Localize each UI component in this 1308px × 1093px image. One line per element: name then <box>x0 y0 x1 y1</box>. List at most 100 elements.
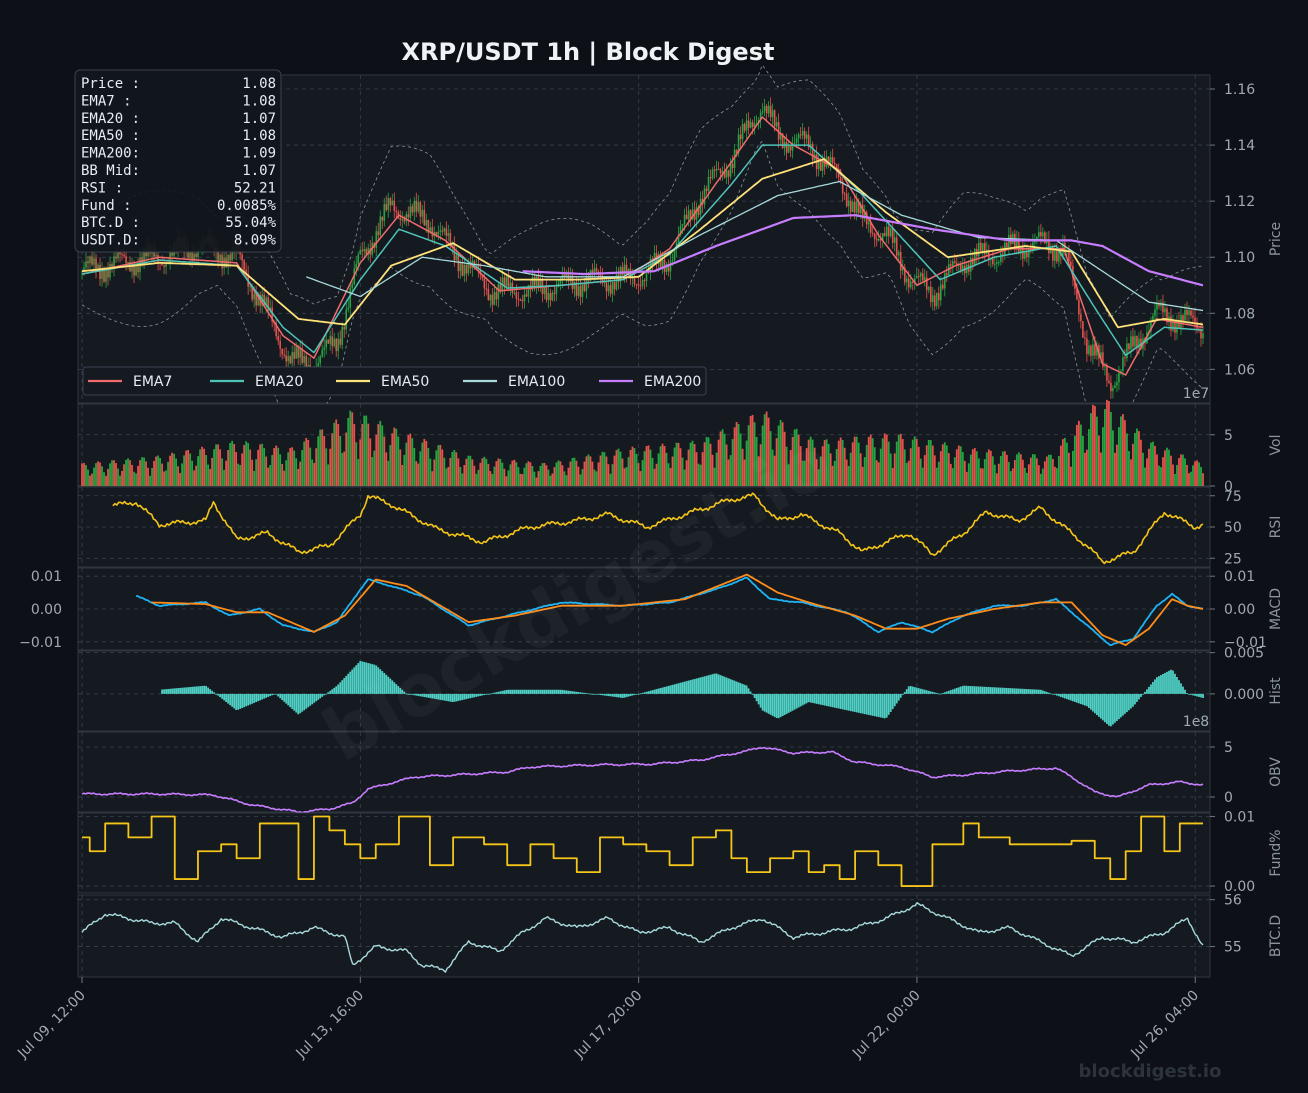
histogram-bar <box>301 693 304 712</box>
candle-body <box>1024 250 1026 259</box>
histogram-bar <box>1037 689 1040 694</box>
volume-bar <box>1005 454 1008 486</box>
histogram-bar <box>179 687 181 694</box>
x-tick-label: Jul 26, 04:00 <box>1128 988 1203 1063</box>
volume-bar <box>315 448 318 486</box>
histogram-bar <box>973 686 976 694</box>
histogram-bar <box>433 693 436 699</box>
histogram-bar <box>385 674 388 694</box>
candle-body <box>1102 352 1104 368</box>
candle-body <box>799 134 802 136</box>
histogram-bar <box>349 671 352 694</box>
volume-bar <box>1102 427 1104 486</box>
histogram-bar <box>493 692 496 694</box>
volume-bar <box>411 438 414 486</box>
histogram-bar <box>487 693 490 695</box>
candle-body <box>483 278 486 289</box>
volume-bar <box>467 455 470 486</box>
volume-bar <box>345 432 348 486</box>
volume-bar <box>627 457 630 486</box>
volume-bar <box>1180 454 1182 486</box>
histogram-bar <box>1007 688 1010 694</box>
y-tick-label: 0 <box>1224 790 1233 806</box>
volume-bar <box>249 449 252 486</box>
histogram-bar <box>745 685 748 694</box>
volume-bar <box>733 427 736 486</box>
volume-bar <box>357 459 360 486</box>
volume-bar <box>771 449 774 486</box>
candle-body <box>143 248 145 264</box>
volume-bar <box>739 433 742 486</box>
volume-bar <box>1110 411 1112 486</box>
volume-bar <box>893 453 896 486</box>
histogram-bar <box>233 693 236 709</box>
histogram-bar <box>251 693 254 704</box>
y-tick-label: 5 <box>1224 740 1233 756</box>
volume-bar <box>945 445 948 486</box>
histogram-bar <box>661 687 664 694</box>
volume-bar <box>447 466 450 486</box>
histogram-bar <box>1039 689 1042 694</box>
volume-bar <box>957 445 960 486</box>
volume-bar <box>169 455 171 486</box>
volume-bar <box>1118 427 1120 486</box>
volume-bar <box>831 465 834 486</box>
volume-bar <box>1069 466 1072 486</box>
volume-bar <box>571 458 574 486</box>
histogram-bar <box>781 693 784 717</box>
volume-bar <box>1154 445 1156 486</box>
y-tick-label: 55 <box>1224 940 1242 956</box>
candle-body <box>1176 320 1178 333</box>
candle-body <box>197 250 199 257</box>
candle-body <box>317 363 320 367</box>
volume-bar <box>153 460 155 486</box>
volume-bar <box>675 442 678 486</box>
volume-bar <box>1049 454 1052 486</box>
volume-bar <box>209 468 212 486</box>
histogram-bar <box>199 686 202 694</box>
histogram-bar <box>413 693 416 696</box>
volume-bar <box>635 453 638 486</box>
candle-body <box>603 282 606 284</box>
candle-body <box>933 295 936 307</box>
histogram-bar <box>687 680 690 694</box>
histogram-bar <box>871 693 874 716</box>
volume-bar <box>197 456 200 486</box>
candle-body <box>251 286 253 300</box>
histogram-bar <box>329 690 332 694</box>
volume-bar <box>1108 401 1110 486</box>
bollinger-lower <box>81 140 1204 450</box>
candle-body <box>935 293 938 307</box>
volume-bar <box>461 473 464 486</box>
volume-bar <box>505 476 508 486</box>
volume-bar <box>225 460 228 486</box>
volume-bar <box>1096 416 1098 486</box>
volume-bar <box>829 453 832 486</box>
candle-body <box>93 258 95 265</box>
volume-bar <box>847 465 850 486</box>
volume-bar <box>347 417 350 486</box>
histogram-bar <box>389 678 392 694</box>
volume-bar <box>517 467 520 486</box>
histogram-bar <box>1148 686 1150 694</box>
volume-bar <box>811 439 814 486</box>
candle-body <box>713 169 716 171</box>
volume-bar <box>349 410 352 486</box>
candle-body <box>469 262 472 269</box>
legend: EMA7 EMA20 EMA50 EMA100 EMA200 <box>82 366 707 396</box>
candle-body <box>721 171 724 174</box>
y-tick-label: 1.14 <box>1224 138 1255 154</box>
histogram-bar <box>791 693 794 711</box>
candle-body <box>705 188 708 191</box>
candle-body <box>639 285 642 287</box>
candle-body <box>1136 335 1138 349</box>
candle-body <box>417 202 420 212</box>
volume-bar <box>151 467 153 486</box>
candle-body <box>1092 344 1094 356</box>
histogram-bar <box>889 693 892 712</box>
histogram-bar <box>471 693 474 698</box>
candle-body <box>571 275 574 289</box>
volume-bar <box>971 449 974 486</box>
histogram-bar <box>1067 693 1070 700</box>
